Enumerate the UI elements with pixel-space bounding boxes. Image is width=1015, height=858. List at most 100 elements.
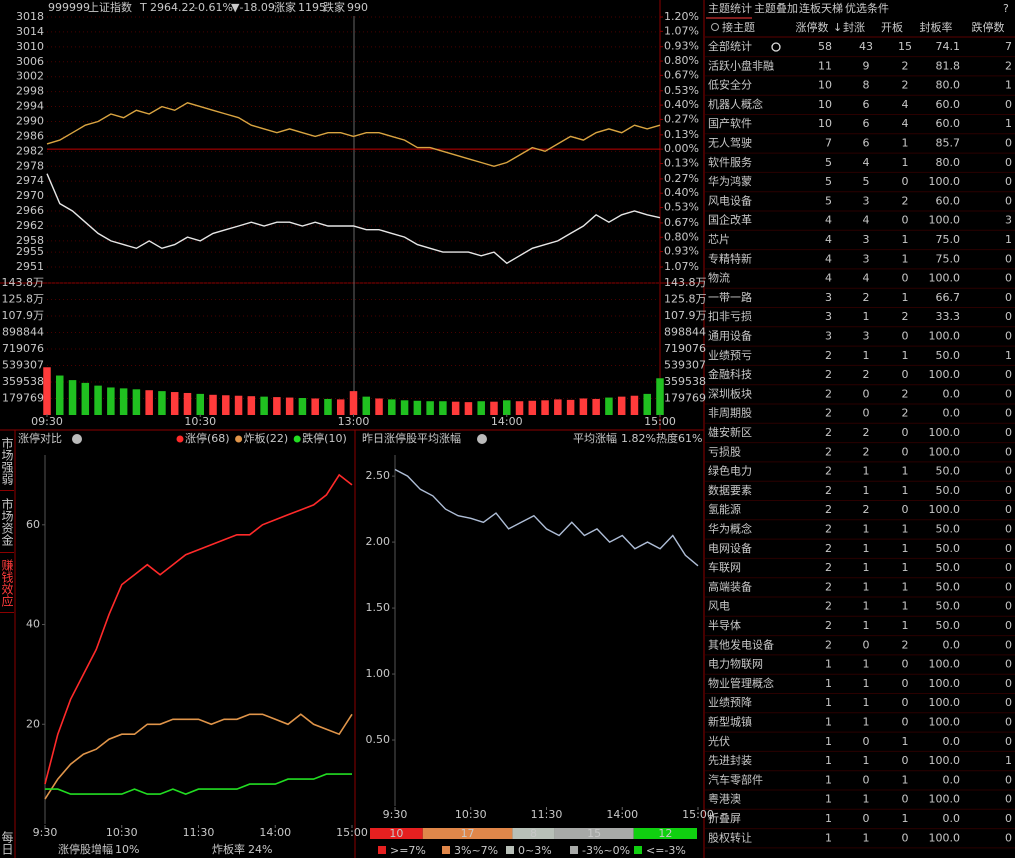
distribution-segment bbox=[370, 828, 423, 839]
x-tick-label: 10:30 bbox=[106, 826, 138, 839]
table-cell[interactable]: 通用设备 bbox=[708, 329, 752, 343]
table-cell[interactable]: 高端装备 bbox=[708, 579, 752, 593]
legend-label: 0~3% bbox=[518, 844, 552, 857]
table-cell[interactable]: 物业管理概念 bbox=[708, 676, 774, 690]
info-icon[interactable] bbox=[477, 434, 487, 444]
table-cell[interactable]: 全部统计 bbox=[708, 39, 752, 53]
table-cell[interactable]: 先进封装 bbox=[708, 753, 752, 767]
table-cell[interactable]: 国企改革 bbox=[708, 213, 752, 227]
column-header[interactable]: 跌停数 bbox=[972, 20, 1005, 34]
table-cell[interactable]: 折叠屏 bbox=[708, 811, 741, 825]
table-cell: 0 bbox=[902, 696, 909, 709]
table-cell[interactable]: 金融科技 bbox=[708, 367, 752, 381]
table-cell[interactable]: 风电设备 bbox=[708, 193, 752, 207]
table-cell[interactable]: 氢能源 bbox=[708, 502, 741, 516]
table-cell[interactable]: 专精特新 bbox=[708, 251, 752, 265]
y2-tick-label: 0.27% bbox=[664, 112, 699, 125]
table-cell: 1 bbox=[902, 465, 909, 478]
table-cell[interactable]: 汽车零部件 bbox=[708, 772, 763, 786]
y-tick-label: 3010 bbox=[16, 40, 44, 53]
y-tick-label: 107.9万 bbox=[664, 309, 707, 322]
volume-bar bbox=[209, 394, 217, 415]
table-cell[interactable]: 风电 bbox=[708, 600, 730, 613]
heat: 热度61% bbox=[656, 431, 702, 445]
table-cell[interactable]: 芯片 bbox=[708, 232, 730, 246]
side-tab[interactable]: 赚钱效应 bbox=[0, 554, 14, 613]
panel-title: 昨日涨停股平均涨幅 bbox=[362, 431, 461, 445]
table-cell: 0 bbox=[1005, 387, 1012, 400]
table-cell: 7 bbox=[1005, 40, 1012, 53]
table-cell[interactable]: 低安全分 bbox=[708, 78, 752, 92]
table-cell: 2 bbox=[825, 542, 832, 555]
volume-bar bbox=[145, 390, 153, 415]
column-header[interactable]: 接主题 bbox=[722, 21, 755, 34]
series-line bbox=[394, 468, 699, 567]
table-tab[interactable]: 主题统计 bbox=[708, 2, 752, 15]
volume-bar bbox=[68, 380, 77, 415]
volume-bar bbox=[451, 401, 460, 415]
index-change: ▼-18.09 bbox=[231, 1, 275, 14]
table-cell[interactable]: 无人驾驶 bbox=[708, 136, 752, 150]
table-cell: 0 bbox=[863, 387, 870, 400]
table-cell[interactable]: 物流 bbox=[708, 271, 730, 285]
table-cell: 0 bbox=[902, 214, 909, 227]
table-cell[interactable]: 非周期股 bbox=[708, 407, 752, 420]
table-cell: 1 bbox=[902, 252, 909, 265]
table-cell: 3 bbox=[825, 310, 832, 323]
column-header[interactable]: 封板率 bbox=[920, 20, 953, 34]
up-label: 涨家 bbox=[274, 0, 296, 14]
table-cell[interactable]: 数据要素 bbox=[708, 483, 752, 497]
table-cell: 2 bbox=[825, 503, 832, 516]
table-cell: 50.0 bbox=[936, 542, 961, 555]
table-cell[interactable]: 软件服务 bbox=[708, 155, 752, 169]
table-cell[interactable]: 华为概念 bbox=[708, 522, 752, 536]
table-cell[interactable]: 机器人概念 bbox=[708, 97, 763, 111]
table-cell[interactable]: 光伏 bbox=[708, 734, 730, 748]
side-tab[interactable]: 市场资金 bbox=[0, 492, 14, 553]
side-tab[interactable]: 市场强弱 bbox=[0, 432, 14, 491]
table-cell[interactable]: 国产软件 bbox=[708, 116, 752, 130]
table-cell: 1 bbox=[863, 542, 870, 555]
table-tab[interactable]: 优选条件 bbox=[845, 1, 889, 15]
info-icon[interactable] bbox=[72, 434, 82, 444]
column-header[interactable]: 封涨 bbox=[843, 20, 865, 34]
table-tab[interactable]: 主题叠加 bbox=[754, 2, 798, 15]
table-cell[interactable]: 亏损股 bbox=[708, 444, 741, 458]
volume-bar bbox=[132, 389, 141, 415]
volume-bar bbox=[643, 393, 651, 415]
table-cell[interactable]: 电力物联网 bbox=[708, 657, 763, 671]
table-cell[interactable]: 雄安新区 bbox=[708, 425, 752, 439]
table-cell[interactable]: 新型城镇 bbox=[708, 715, 752, 729]
table-cell[interactable]: 其他发电设备 bbox=[708, 637, 774, 651]
table-cell: 1 bbox=[902, 619, 909, 632]
table-cell[interactable]: 深圳板块 bbox=[708, 386, 752, 400]
table-cell[interactable]: 业绩预亏 bbox=[708, 349, 752, 362]
down-count: 990 bbox=[347, 1, 368, 14]
table-cell[interactable]: 扣非亏损 bbox=[708, 309, 752, 323]
table-cell: 2 bbox=[863, 503, 870, 516]
table-cell[interactable]: 半导体 bbox=[708, 618, 741, 632]
avg-label: 平均涨幅 bbox=[573, 432, 617, 445]
table-cell[interactable]: 粤港澳 bbox=[708, 792, 741, 806]
table-cell: 50.0 bbox=[936, 600, 961, 613]
table-tab[interactable]: 连板天梯 bbox=[799, 1, 843, 15]
table-cell[interactable]: 绿色电力 bbox=[708, 464, 752, 478]
table-cell: 0 bbox=[1005, 272, 1012, 285]
table-cell: 1 bbox=[825, 773, 832, 786]
table-cell[interactable]: 业绩预降 bbox=[708, 695, 752, 709]
table-cell[interactable]: 活跃小盘非融 bbox=[708, 58, 774, 72]
table-cell: 0 bbox=[1005, 696, 1012, 709]
table-cell: 2 bbox=[863, 426, 870, 439]
table-cell[interactable]: 电网设备 bbox=[708, 541, 752, 555]
table-cell[interactable]: 华为鸿蒙 bbox=[708, 174, 752, 188]
side-tab[interactable]: 每日 bbox=[0, 831, 14, 855]
table-cell: 2 bbox=[902, 79, 909, 92]
table-cell[interactable]: 一带一路 bbox=[708, 291, 752, 304]
table-cell[interactable]: 股权转让 bbox=[708, 830, 752, 844]
table-cell[interactable]: 车联网 bbox=[708, 560, 741, 574]
table-tab[interactable]: ? bbox=[1003, 2, 1009, 15]
table-cell: 0 bbox=[902, 272, 909, 285]
column-header[interactable]: 开板 bbox=[881, 20, 903, 34]
table-cell: 50.0 bbox=[936, 349, 961, 362]
column-header[interactable]: 涨停数 bbox=[796, 20, 829, 34]
